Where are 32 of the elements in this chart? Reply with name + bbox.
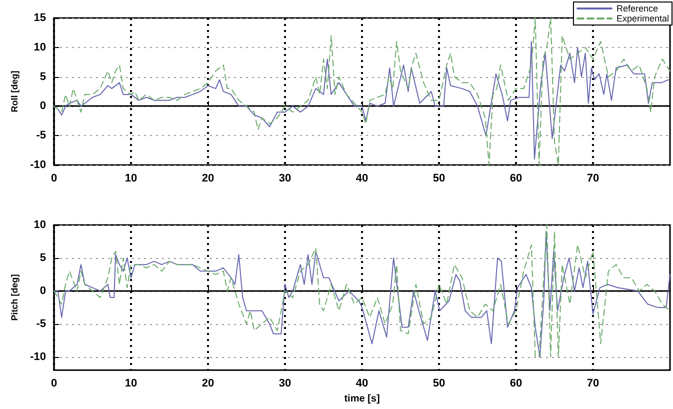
y-tick-label: 15: [34, 12, 46, 24]
y-axis-title: Roll [deg]: [10, 70, 20, 112]
x-tick-label: 30: [278, 172, 292, 184]
x-tick-label: 40: [356, 378, 368, 390]
x-tick-label: 10: [124, 172, 138, 184]
x-tick-label: 0: [50, 172, 58, 184]
y-tick-label: -10: [30, 350, 46, 363]
y-tick-label: -5: [36, 318, 46, 330]
x-tick-label: 70: [586, 172, 600, 184]
y-tick-label: 10: [34, 41, 46, 54]
x-axis-title: time [s]: [344, 394, 380, 404]
x-tick-label: 30: [278, 378, 292, 390]
x-tick-label: 70: [586, 378, 600, 390]
y-tick-label: 5: [40, 70, 46, 83]
x-tick-label: 20: [202, 378, 214, 390]
y-tick-label: 0: [40, 284, 46, 297]
y-tick-label: -10: [30, 159, 46, 171]
x-tick-label: 60: [510, 172, 522, 184]
x-tick-label: 10: [124, 378, 138, 390]
y-tick-label: 5: [40, 252, 46, 264]
legend-label: Experimental: [616, 14, 670, 24]
x-tick-label: 20: [202, 172, 214, 184]
x-tick-label: 50: [432, 172, 446, 184]
y-tick-label: 10: [34, 219, 46, 231]
y-tick-label: -5: [36, 130, 46, 142]
y-tick-label: 0: [40, 100, 46, 112]
x-tick-label: 60: [510, 378, 522, 390]
x-tick-label: 0: [50, 378, 58, 390]
legend-label: Reference: [616, 4, 658, 14]
x-tick-label: 50: [432, 378, 446, 390]
x-tick-label: 40: [356, 172, 368, 184]
y-axis-title: Pitch [deg]: [10, 274, 20, 321]
